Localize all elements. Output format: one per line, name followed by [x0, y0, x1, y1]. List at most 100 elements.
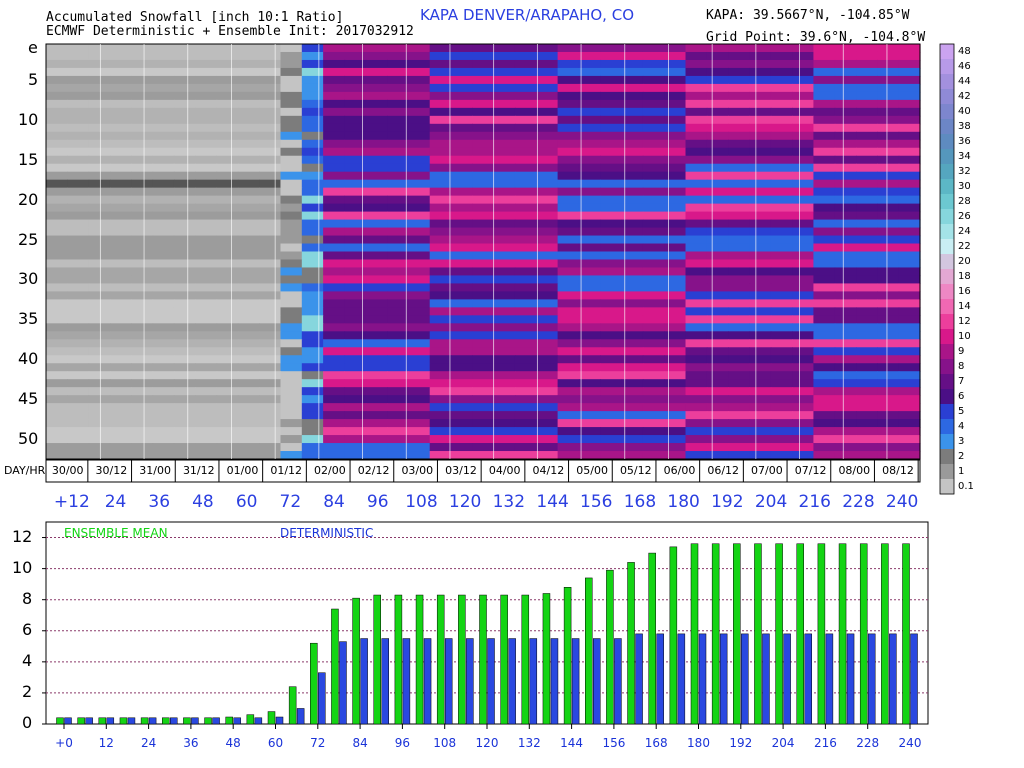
ensemble-mean-bar	[267, 711, 276, 725]
heatmap-cell	[152, 267, 175, 277]
heatmap-cell	[749, 427, 772, 436]
heatmap-cell	[493, 267, 516, 277]
heatmap-cell	[259, 451, 282, 460]
dayhr-tick-label: 04/00	[488, 464, 521, 477]
heatmap-cell	[898, 59, 921, 69]
heatmap-cell	[46, 299, 68, 308]
heatmap-cell	[493, 51, 516, 61]
heatmap-cell	[898, 291, 921, 300]
heatmap-cell	[856, 443, 878, 452]
heatmap-cell	[664, 211, 687, 221]
heatmap-cell	[67, 227, 90, 237]
heatmap-cell	[195, 59, 218, 69]
heatmap-cell	[280, 427, 303, 436]
heatmap-cell	[195, 195, 218, 205]
heatmap-cell	[834, 443, 857, 452]
heatmap-cell	[792, 235, 815, 245]
heatmap-cell	[237, 443, 260, 452]
heatmap-cell	[408, 315, 431, 324]
heatmap-cell	[792, 355, 815, 364]
heatmap-cell	[685, 123, 708, 133]
heatmap-cell	[387, 59, 409, 69]
heatmap-cell	[728, 235, 751, 245]
heatmap-cell	[344, 379, 367, 388]
heatmap-cell	[472, 323, 495, 332]
heatmap-cell	[642, 371, 665, 380]
heatmap-cell	[856, 163, 878, 173]
heatmap-cell	[642, 227, 665, 237]
deterministic-bar	[889, 633, 897, 725]
heatmap-cell	[259, 235, 282, 245]
heatmap-cell	[621, 227, 644, 237]
heatmap-cell	[514, 163, 537, 173]
colorbar-frame	[939, 43, 955, 495]
heatmap-cell	[706, 427, 729, 436]
heatmap-cell	[216, 411, 239, 420]
bar-chart-frame	[45, 521, 929, 725]
heatmap-cell	[280, 107, 303, 117]
heatmap-cell	[109, 195, 132, 205]
heatmap-cell	[195, 179, 218, 189]
bar-x-tick-label: 72	[310, 736, 326, 750]
heatmap-cell	[621, 107, 644, 117]
heatmap-cell	[131, 75, 154, 85]
heatmap-cell	[685, 147, 708, 157]
deterministic-bar	[741, 633, 749, 725]
deterministic-bar	[148, 717, 157, 725]
heatmap-cell	[344, 147, 367, 157]
heatmap-cell	[600, 219, 623, 229]
heatmap-cell	[429, 283, 452, 293]
heatmap-cell	[514, 339, 537, 348]
heatmap-cell	[536, 419, 559, 428]
bar-x-tick-label: 132	[517, 736, 541, 750]
heatmap-cell	[685, 299, 708, 308]
heatmap-cell	[259, 355, 282, 364]
heatmap-cell	[813, 387, 836, 396]
heatmap-cell	[152, 379, 175, 388]
heatmap-cell	[365, 219, 388, 229]
heatmap-cell	[749, 347, 772, 356]
heatmap-cell	[323, 355, 346, 364]
heatmap-cell	[600, 411, 623, 420]
heatmap-cell	[131, 371, 154, 380]
heatmap-cell	[216, 44, 239, 53]
heatmap-cell	[472, 147, 495, 157]
heatmap-cell	[642, 331, 665, 340]
heatmap-cell	[216, 451, 239, 460]
heatmap-cell	[706, 44, 729, 53]
heatmap-cell	[387, 243, 409, 253]
heatmap-cell	[109, 163, 132, 173]
heatmap-cell	[301, 91, 324, 101]
heatmap-cell	[387, 347, 409, 356]
heatmap-cell	[301, 275, 324, 285]
heatmap-cell	[792, 107, 815, 117]
dayhr-tick-label: 30/12	[95, 464, 128, 477]
heatmap-cell	[536, 123, 559, 133]
heatmap-cell	[216, 355, 239, 364]
heatmap-cell	[67, 339, 90, 348]
deterministic-bar	[867, 633, 876, 725]
heatmap-cell	[877, 323, 900, 332]
heatmap-cell	[109, 75, 132, 85]
heatmap-cell	[685, 91, 708, 101]
heatmap-cell	[323, 427, 346, 436]
heatmap-cell	[472, 99, 495, 109]
heatmap-cell	[621, 259, 644, 269]
heatmap-cell	[792, 443, 815, 452]
colorbar-label: 42	[958, 90, 971, 102]
heatmap-cell	[472, 283, 495, 293]
heatmap-cell	[109, 307, 132, 316]
heatmap-cell	[365, 299, 388, 308]
heatmap-cell	[749, 211, 772, 221]
heatmap-cell	[173, 363, 196, 372]
ensemble-mean-bar	[225, 716, 233, 725]
lead-tick-label: 48	[192, 492, 214, 512]
heatmap-cell	[216, 379, 239, 388]
heatmap-cell	[46, 419, 68, 428]
heatmap-cell	[685, 259, 708, 269]
colorbar-label: 24	[958, 225, 971, 237]
heatmap-cell	[88, 44, 111, 53]
lead-tick-label: 180	[667, 492, 700, 512]
heatmap-cell	[685, 355, 708, 364]
heatmap-cell	[259, 179, 282, 189]
